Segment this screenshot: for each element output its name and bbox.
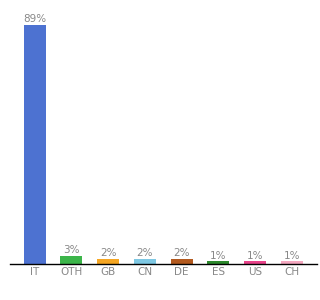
Bar (171, 259, 193, 264)
Text: 2%: 2% (173, 248, 190, 258)
Text: 1%: 1% (210, 250, 227, 260)
Text: 2%: 2% (137, 248, 153, 258)
Bar (60, 256, 82, 264)
Bar (244, 261, 266, 264)
Bar (24, 25, 46, 264)
Bar (281, 261, 303, 264)
Text: 1%: 1% (247, 250, 263, 260)
Bar (207, 261, 229, 264)
Text: 3%: 3% (63, 245, 80, 255)
Bar (134, 259, 156, 264)
Bar (97, 259, 119, 264)
Text: 1%: 1% (284, 250, 300, 260)
Text: 89%: 89% (23, 14, 46, 24)
Text: 2%: 2% (100, 248, 116, 258)
